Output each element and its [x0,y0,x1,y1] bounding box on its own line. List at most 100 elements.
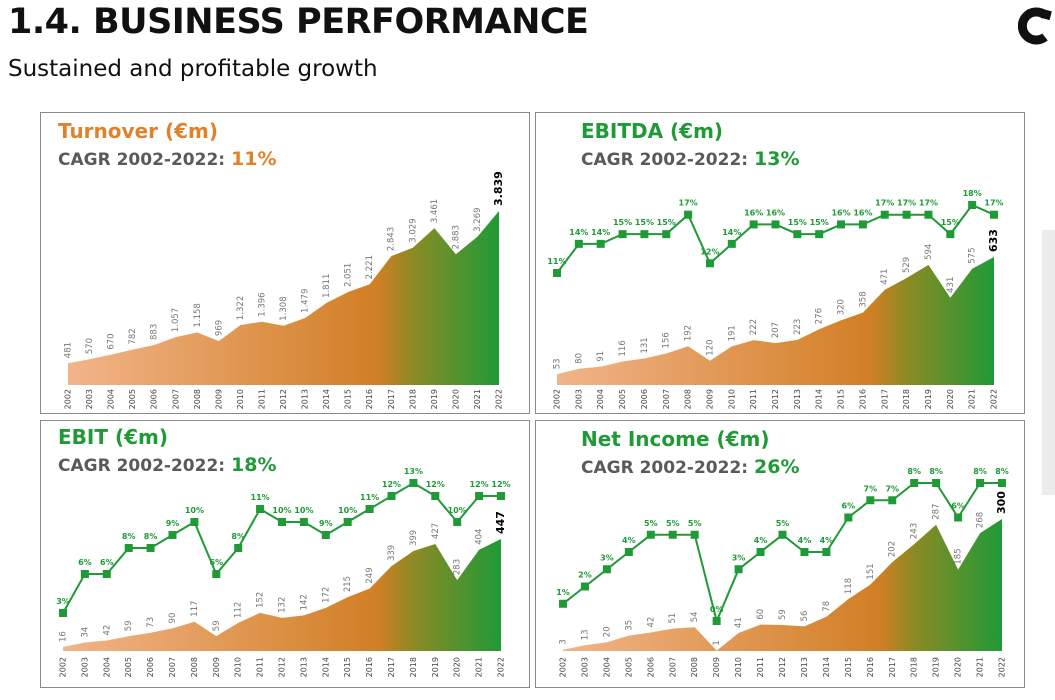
margin-point [712,617,721,625]
margin-label: 12% [426,480,445,489]
cagr-line: CAGR 2002-2022: 18% [58,454,276,476]
margin-label: 10% [272,506,291,515]
year-tick-label: 2002 [553,389,562,409]
margin-point [497,492,505,500]
margin-point [800,548,809,556]
margin-label: 9% [319,519,333,528]
value-label: 73 [146,617,156,628]
year-tick-label: 2018 [408,389,417,409]
margin-label: 3% [600,553,614,562]
area-series [63,539,501,651]
value-label: 131 [640,337,650,353]
value-label: 1 [712,640,722,645]
panel-title: EBIT (€m) [58,425,168,449]
margin-point [299,518,308,526]
margin-point [778,530,787,539]
year-tick-label: 2008 [690,657,699,677]
year-tick-label: 2016 [365,657,374,677]
value-label: 339 [387,545,397,561]
value-label: 13 [580,629,590,640]
value-label: 42 [646,617,656,628]
margin-label: 17% [875,199,894,208]
ebit-panel: EBIT (€m) CAGR 2002-2022: 18% 16 34 42 59 73… [40,420,530,688]
value-label: 90 [168,613,178,624]
margin-label: 16% [766,208,785,217]
value-label: 2.051 [344,263,354,287]
cagr-line: CAGR 2002-2022: 13% [581,148,799,170]
panel-title: Net Income (€m) [581,427,770,451]
value-label: 215 [343,576,353,592]
margin-label: 12% [470,480,489,489]
margin-point [553,269,561,277]
value-label: 358 [858,291,868,307]
value-label: 152 [256,592,266,608]
margin-point [624,548,633,556]
margin-label: 16% [831,208,850,217]
value-label: 471 [880,269,890,285]
value-label: 1.158 [193,303,203,327]
margin-label: 6% [842,502,856,511]
value-label: 276 [815,308,825,324]
value-label: 78 [822,601,832,612]
year-tick-label: 2004 [107,389,116,409]
margin-point [431,492,440,500]
margin-point [668,530,677,539]
margin-label: 12% [382,480,401,489]
margin-label: 7% [864,484,878,493]
ebit-chart: 16 34 42 59 73 90 117 59 112 152 132 142 172 215 249 33… [56,467,510,677]
year-tick-label: 2021 [976,657,985,677]
year-tick-label: 2020 [451,389,460,409]
margin-label: 4% [820,536,834,545]
page-subtitle: Sustained and profitable growth [8,56,378,82]
margin-label: 12% [491,480,510,489]
cagr-line: CAGR 2002-2022: 26% [581,456,799,478]
year-tick-label: 2006 [646,657,655,677]
margin-point [640,230,649,239]
ebitda-chart: 53 80 91 116 131 156 192 120 191 222 207 223 276 320 3… [547,189,1003,409]
margin-point [880,210,889,219]
value-label: 2.843 [387,227,397,251]
year-tick-label: 2009 [705,389,714,409]
margin-label: 6% [951,502,965,511]
value-label: 59 [124,620,134,631]
margin-label: 10% [448,506,467,515]
year-tick-label: 2014 [321,657,330,677]
value-label: 56 [800,611,810,622]
value-label: 192 [684,325,694,341]
year-tick-label: 2020 [946,389,955,409]
year-tick-label: 2011 [256,657,265,677]
margin-point [990,210,998,219]
margin-label: 5% [776,519,790,528]
company-logo [1018,7,1052,45]
margin-label: 4% [798,536,812,545]
value-label: 41 [734,617,744,628]
margin-label: 15% [810,218,829,227]
year-tick-label: 2020 [954,657,963,677]
year-tick-label: 2009 [214,389,223,409]
panel-title: EBITDA (€m) [581,119,724,143]
value-label: 249 [365,567,375,583]
margin-point [80,570,89,578]
margin-label: 14% [569,228,588,237]
value-label: 59 [212,620,222,631]
margin-point [168,531,177,539]
year-tick-label: 2021 [475,657,484,677]
margin-point [59,609,67,617]
year-tick-label: 2021 [968,389,977,409]
value-label: 268 [976,512,986,528]
year-tick-label: 2022 [497,657,506,677]
margin-point [815,230,824,239]
value-label: 54 [690,611,700,622]
margin-label: 11% [251,493,270,502]
year-tick-label: 2008 [193,389,202,409]
margin-label: 12% [700,247,719,256]
margin-label: 14% [722,228,741,237]
page-title: 1.4. BUSINESS PERFORMANCE [8,2,589,42]
year-tick-label: 2017 [387,657,396,677]
year-tick-label: 2007 [171,389,180,409]
year-tick-label: 2013 [299,657,308,677]
year-tick-label: 2019 [430,389,439,409]
ebitda-panel: EBITDA (€m) CAGR 2002-2022: 13% 53 80 91 11… [535,112,1025,414]
value-label: 481 [64,342,74,358]
value-label: 3.839 [492,171,505,206]
